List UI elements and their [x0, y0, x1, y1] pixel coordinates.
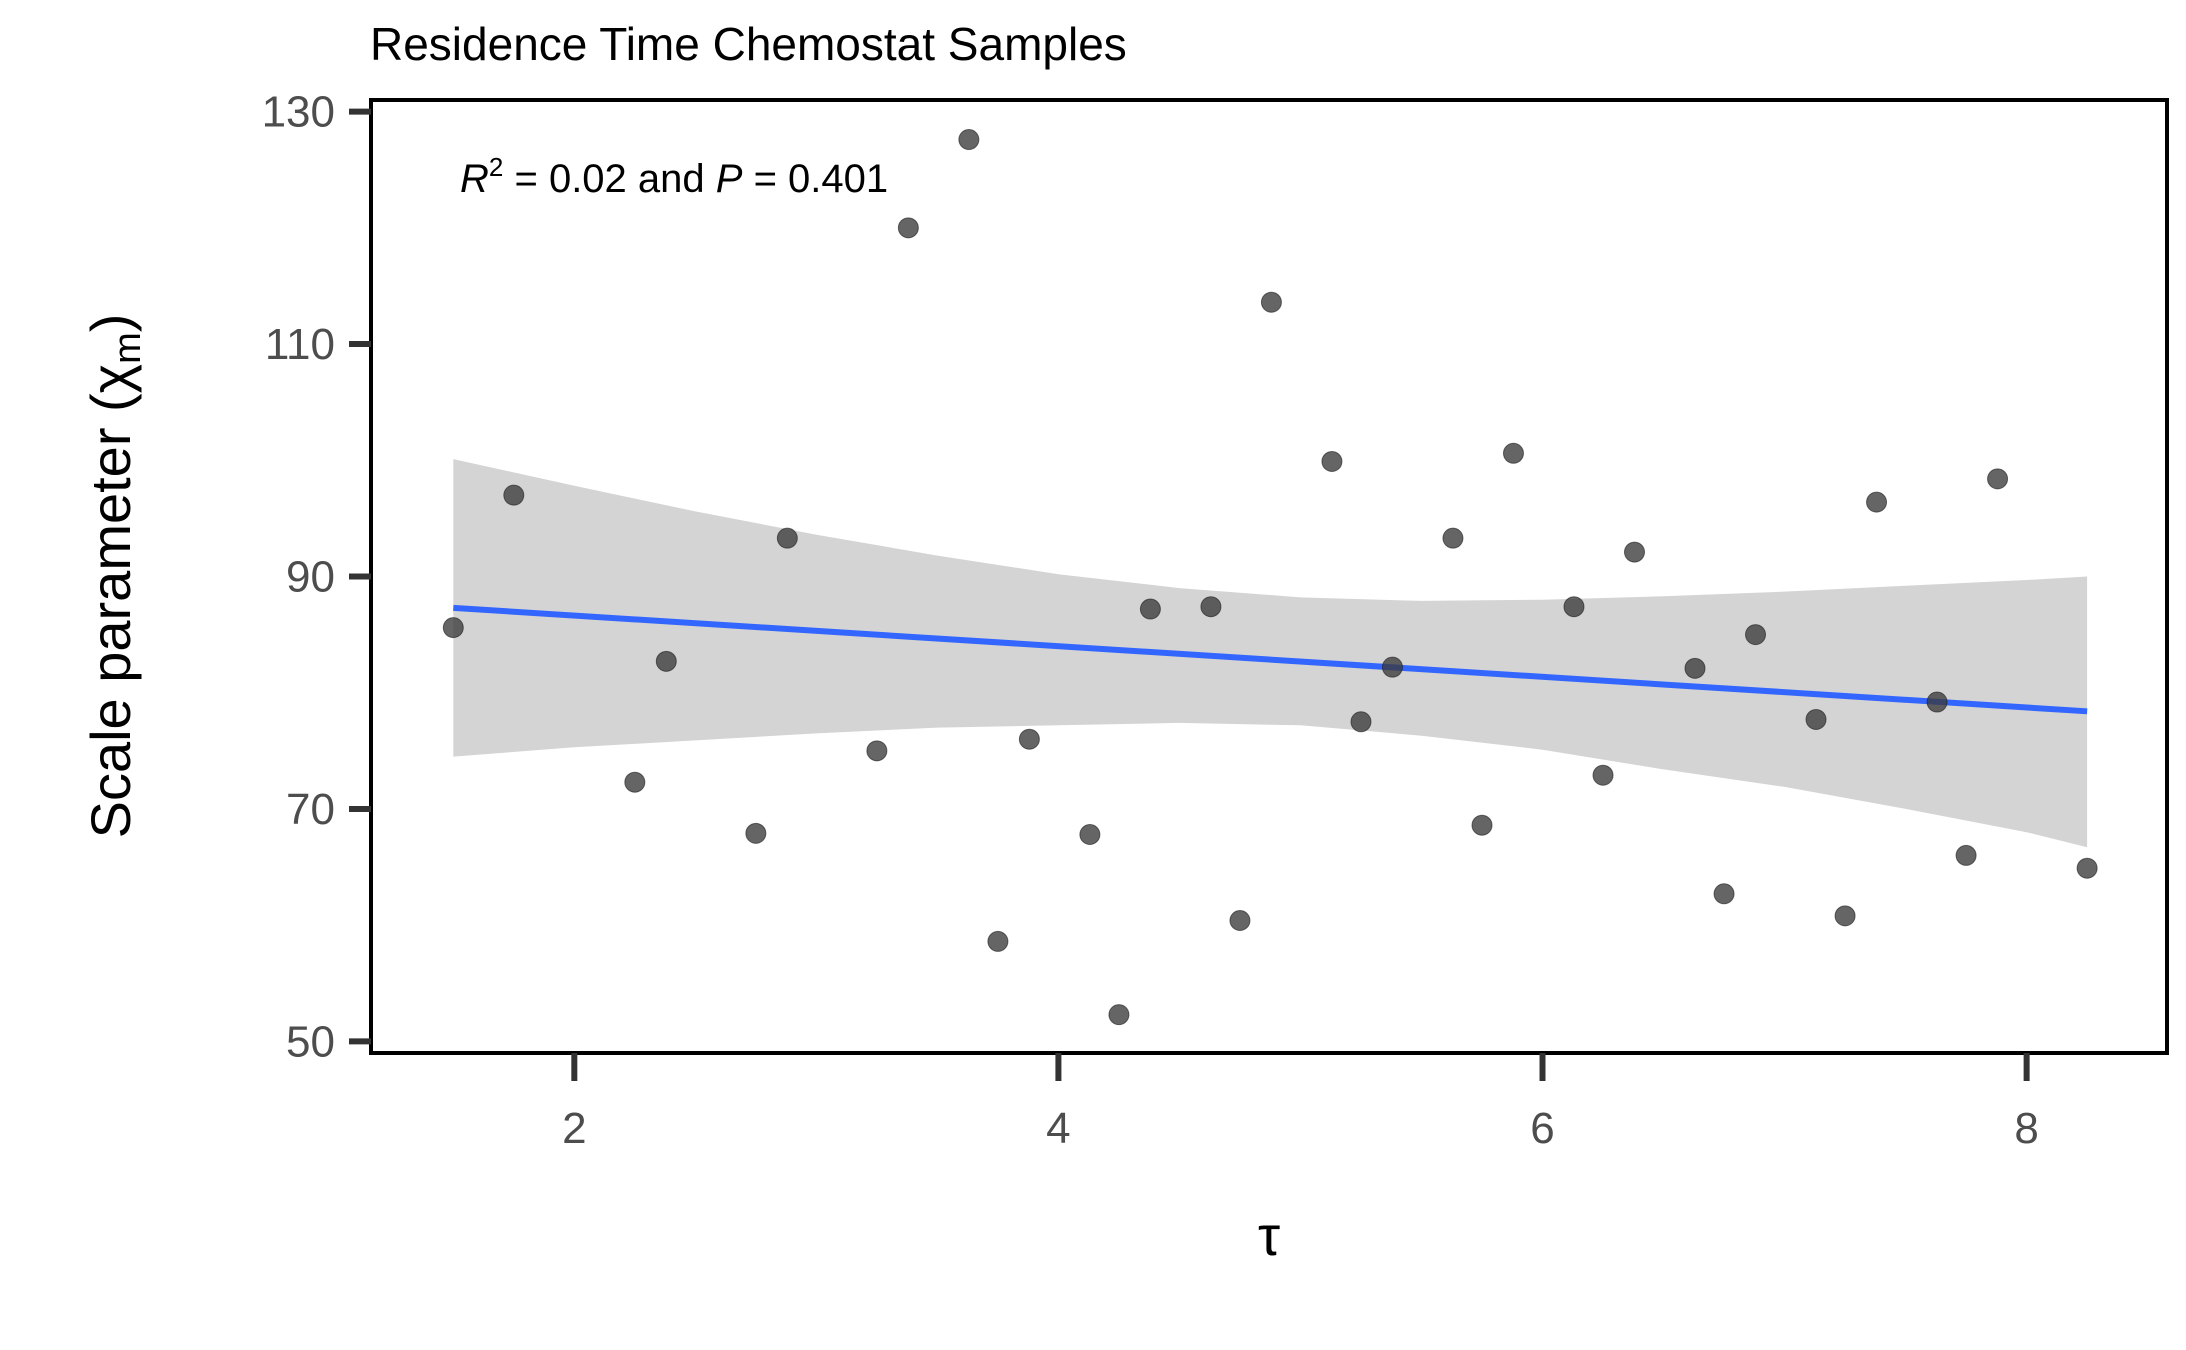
data-point: [958, 129, 980, 151]
data-point: [987, 930, 1009, 952]
data-point: [1866, 491, 1888, 513]
data-point: [745, 822, 767, 844]
y-tick-label: 90: [286, 553, 335, 602]
x-tick-label: 8: [2014, 1104, 2038, 1153]
x-axis-title: τ: [1258, 1204, 1280, 1267]
data-point: [1592, 764, 1614, 786]
y-axis-title: Scale parameter (χm): [79, 314, 149, 839]
data-point: [503, 484, 525, 506]
y-axis-title-main: Scale parameter (χ: [79, 364, 142, 838]
data-points-layer: [442, 129, 2098, 1026]
data-point: [1442, 527, 1464, 549]
data-point: [1350, 711, 1372, 733]
y-axis-title-subscript: m: [107, 332, 149, 364]
data-point: [1987, 468, 2009, 490]
annotation-p-symbol: P: [716, 157, 743, 201]
x-tick-label: 6: [1530, 1104, 1554, 1153]
confidence-band: [453, 459, 2088, 848]
annotation-r-symbol: R: [460, 157, 489, 201]
data-point: [1684, 657, 1706, 679]
x-tick-label: 2: [562, 1104, 586, 1153]
confidence-band-layer: [453, 459, 2088, 848]
data-point: [1623, 541, 1645, 563]
y-axis: 50 70 90 110 130: [262, 88, 371, 1066]
regression-line: [453, 604, 2088, 715]
data-point: [1321, 450, 1343, 472]
chart-title: Residence Time Chemostat Samples: [370, 18, 1127, 70]
y-axis-title-close: ): [79, 314, 142, 333]
annotation-p-value: = 0.401: [742, 157, 888, 201]
data-point: [866, 740, 888, 762]
data-point: [1805, 708, 1827, 730]
data-point: [1471, 814, 1493, 836]
x-axis: 2 4 6 8: [562, 1053, 2039, 1153]
y-tick-label: 50: [286, 1017, 335, 1066]
fit-line-layer: [453, 604, 2088, 715]
y-tick-label: 110: [265, 320, 335, 369]
data-point: [1955, 844, 1977, 866]
data-point: [1079, 824, 1101, 846]
data-point: [1745, 624, 1767, 646]
data-point: [1713, 883, 1735, 905]
data-point: [1260, 291, 1282, 313]
data-point: [776, 527, 798, 549]
data-point: [1834, 905, 1856, 927]
data-point: [1139, 598, 1161, 620]
x-tick-label: 4: [1046, 1104, 1070, 1153]
data-point: [897, 217, 919, 239]
data-point: [1381, 656, 1403, 678]
y-tick-label: 130: [262, 88, 335, 137]
data-point: [1926, 691, 1948, 713]
data-point: [2076, 857, 2098, 879]
data-point: [1502, 442, 1524, 464]
data-point: [1229, 910, 1251, 932]
data-point: [1018, 728, 1040, 750]
data-point: [1108, 1004, 1130, 1026]
fit-annotation: R2 = 0.02 and P = 0.401: [460, 152, 888, 201]
data-point: [442, 617, 464, 639]
data-point: [1563, 596, 1585, 618]
annotation-r-exponent: 2: [489, 152, 503, 182]
annotation-r-value: = 0.02 and: [503, 157, 715, 201]
data-point: [655, 650, 677, 672]
data-point: [624, 771, 646, 793]
data-point: [1200, 596, 1222, 618]
y-tick-label: 70: [286, 785, 335, 834]
